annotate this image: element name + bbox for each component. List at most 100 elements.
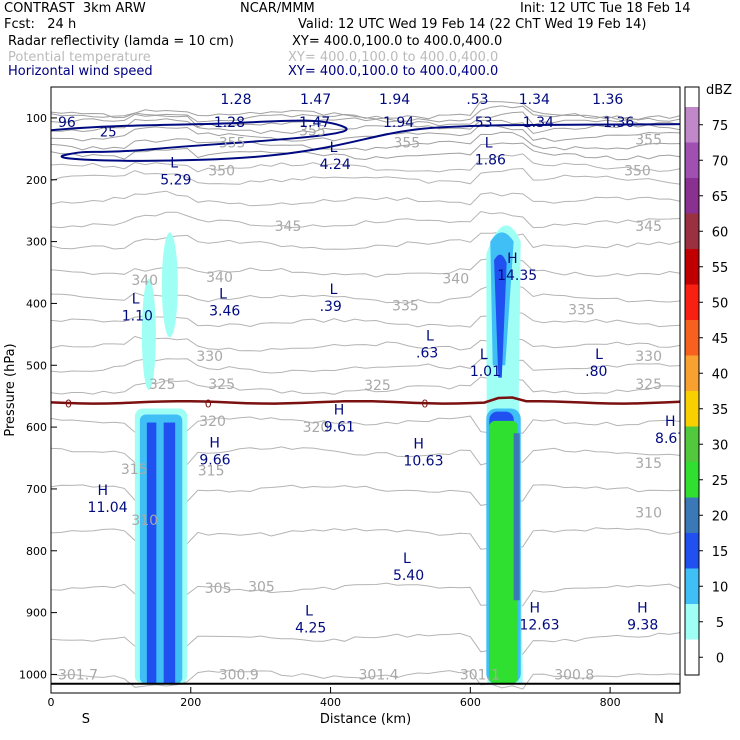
- extremum-value: 1.94: [379, 92, 410, 108]
- colorbar-tick-label: 0: [716, 651, 724, 666]
- extremum-type: H: [209, 436, 220, 452]
- column-a-upper-cell: [161, 232, 178, 338]
- theta-label: 325: [364, 378, 391, 394]
- extremum-type: L: [480, 347, 488, 363]
- bottom-label: 301.1: [460, 667, 500, 683]
- colorbar-swatch: [685, 604, 699, 640]
- isentrope-line: [51, 100, 680, 120]
- y-tick-label: 300: [26, 236, 47, 249]
- extremum-value: 1.10: [122, 308, 153, 324]
- extremum-value: .39: [320, 299, 342, 315]
- fcst-label: Fcst: 24 h: [4, 17, 77, 32]
- theta-label: 305: [248, 580, 275, 596]
- theta-label: 305: [205, 581, 232, 597]
- field-wind-xy: XY= 400.0,100.0 to 400.0,400.0: [288, 64, 499, 79]
- x-tick-label: 200: [180, 696, 201, 709]
- isentrope-line: [51, 669, 680, 690]
- valid-label: Valid: 12 UTC Wed 19 Feb 14 (22 ChT Wed …: [298, 17, 647, 32]
- colorbar-tick-label: 15: [712, 545, 729, 560]
- colorbar-tick-label: 75: [712, 119, 729, 134]
- column-a-10dBZ: [139, 414, 183, 684]
- theta-label: 345: [635, 219, 662, 235]
- colorbar-tick-label: 35: [712, 403, 729, 418]
- colorbar: dBZ 0 5 10 15 20 25 30 35 40 45 50 55 60 65 70 75: [684, 83, 732, 676]
- theta-label: 355: [219, 136, 246, 152]
- theta-label: 345: [275, 219, 302, 235]
- y-tick-label: 500: [26, 359, 47, 372]
- isentrope-line: [51, 131, 680, 151]
- y-tick-label: 600: [26, 421, 47, 434]
- theta-label: 355: [393, 136, 420, 152]
- wind-speed-contour-label: 25: [100, 125, 117, 140]
- theta-label: 315: [121, 462, 148, 478]
- isentrope-line: [51, 167, 680, 185]
- extremum-value: 9.66: [199, 453, 230, 469]
- isentrope-line: [51, 123, 680, 142]
- freezing-level-label: 0: [421, 397, 428, 410]
- extremum-value: .80: [585, 364, 607, 380]
- column-b-20dBZ-edge: [513, 433, 520, 601]
- theta-label: 335: [568, 303, 595, 319]
- extremum-type: H: [529, 601, 540, 617]
- field-reflectivity-label: Radar reflectivity (lamda = 10 cm): [8, 34, 234, 49]
- field-reflectivity-xy: XY= 400.0,100.0 to 400.0,400.0: [292, 34, 503, 49]
- extremum-value: 5.29: [160, 172, 191, 188]
- colorbar-swatch: [685, 355, 699, 391]
- x-tick-label: 600: [460, 696, 481, 709]
- bottom-label: 300.9: [219, 667, 259, 683]
- colorbar-tick-label: 60: [712, 225, 729, 240]
- colorbar-swatch: [685, 391, 699, 427]
- top-label: .53: [470, 115, 492, 131]
- y-tick-label: 400: [26, 297, 47, 310]
- freezing-level-line: [51, 396, 680, 405]
- colorbar-tick-label: 55: [712, 261, 729, 276]
- isentrope-line: [51, 376, 680, 395]
- endpoint-right: N: [654, 712, 664, 727]
- y-tick-label: 700: [26, 483, 47, 496]
- extremum-type: H: [334, 403, 345, 419]
- y-tick-label: 100: [26, 112, 47, 125]
- colorbar-swatch: [685, 568, 699, 604]
- extremum-value: 14.35: [497, 268, 537, 284]
- top-label: 1.47: [299, 115, 330, 131]
- extremum-type: L: [330, 140, 338, 156]
- theta-label: 330: [196, 349, 223, 365]
- colorbar-swatch: [685, 639, 699, 675]
- y-tick-label: 900: [26, 607, 47, 620]
- plot-area: 25 0 0 0 355 355 355 355 350 350 345 345 340 340 340 33…: [51, 75, 680, 690]
- extremum-value: 9.61: [324, 420, 355, 436]
- top-label: 1.28: [214, 115, 245, 131]
- extremum-value: 1.01: [470, 364, 501, 380]
- colorbar-tick-label: 5: [716, 616, 724, 631]
- theta-label: 330: [635, 349, 662, 365]
- isentrope-line: [51, 105, 680, 123]
- extremum-type: L: [595, 347, 603, 363]
- isentrope-line: [51, 190, 680, 207]
- extremum-value: 1.28: [220, 92, 251, 108]
- colorbar-frame: [684, 86, 700, 676]
- bottom-label: 301.7: [58, 667, 98, 683]
- colorbar-cap: [685, 87, 699, 107]
- extremum-value: 1.36: [592, 92, 623, 108]
- extremum-type: H: [413, 437, 424, 453]
- theta-label: 325: [208, 377, 235, 393]
- init-label: Init: 12 UTC Tue 18 Feb 14: [520, 1, 691, 16]
- top-label: 1.34: [523, 115, 554, 131]
- column-b-15dBZ-upper: [494, 254, 507, 378]
- extremum-value: 11.04: [88, 500, 128, 516]
- theta-label: 355: [299, 123, 326, 139]
- colorbar-swatch: [685, 178, 699, 214]
- theta-label: 350: [208, 163, 235, 179]
- theta-label: 340: [206, 270, 233, 286]
- colorbar-tick-label: 30: [712, 438, 729, 453]
- theta-label: 355: [635, 133, 662, 149]
- column-a-15dBZ-right: [163, 422, 176, 684]
- extremum-type: L: [389, 75, 397, 91]
- x-tick-label: 800: [600, 696, 621, 709]
- extremum-value: 10.63: [403, 454, 443, 470]
- extremum-type: L: [230, 75, 238, 91]
- y-tick-label: 1000: [19, 668, 47, 681]
- theta-label: 320: [303, 420, 330, 436]
- extremum-value: 3.46: [209, 303, 240, 319]
- theta-label: 310: [635, 505, 662, 521]
